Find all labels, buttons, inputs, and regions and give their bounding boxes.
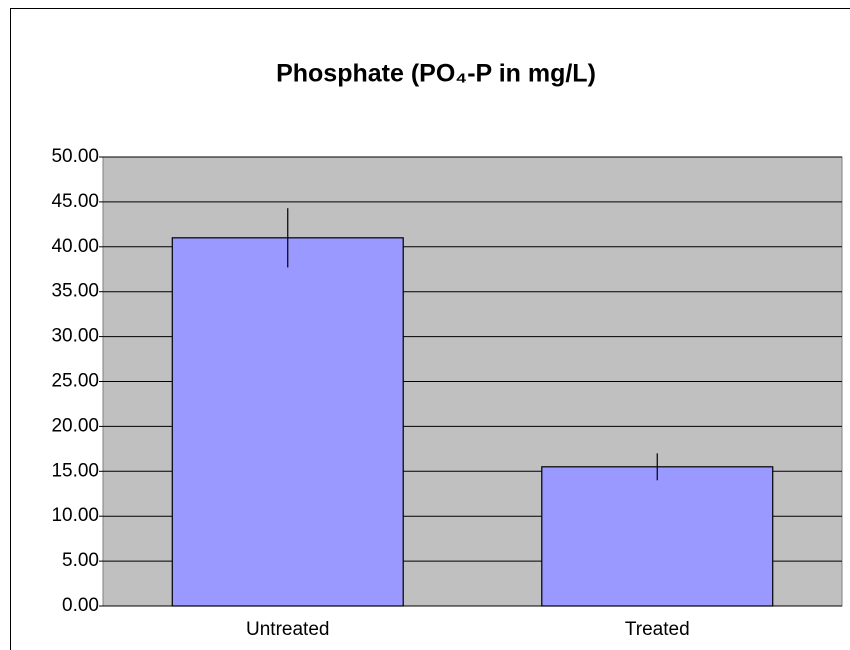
y-tick-label: 30.00 xyxy=(51,326,99,347)
bar xyxy=(171,237,404,607)
y-tick-label: 40.00 xyxy=(51,236,99,257)
y-tick-label: 25.00 xyxy=(51,371,99,392)
y-tick-label: 45.00 xyxy=(51,191,99,212)
chart-title: Phosphate (PO₄-P in mg/L) xyxy=(276,60,596,88)
y-tick-label: 10.00 xyxy=(51,505,99,526)
x-tick-label: Untreated xyxy=(246,619,329,640)
bar xyxy=(541,466,774,607)
y-tick-label: 15.00 xyxy=(51,460,99,481)
y-tick-label: 5.00 xyxy=(62,550,99,571)
y-tick-label: 20.00 xyxy=(51,415,99,436)
y-tick-label: 35.00 xyxy=(51,281,99,302)
y-tick-label: 0.00 xyxy=(62,595,99,616)
x-tick-label: Treated xyxy=(625,619,690,640)
y-tick-label: 50.00 xyxy=(51,146,99,167)
